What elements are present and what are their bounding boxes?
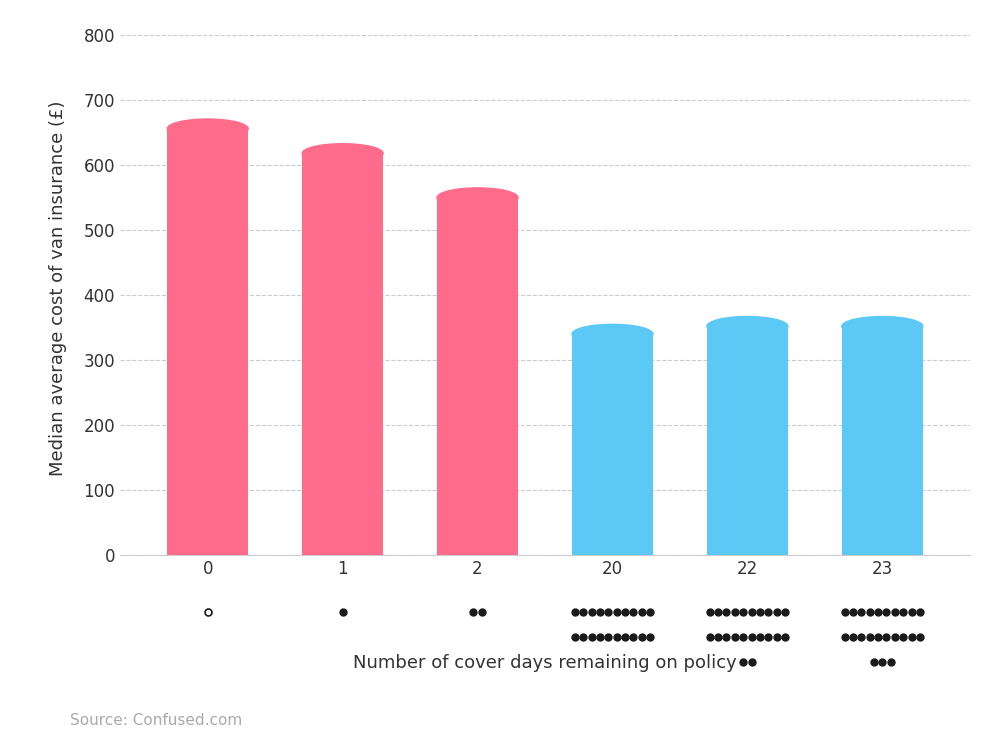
X-axis label: Number of cover days remaining on policy: Number of cover days remaining on policy — [353, 654, 737, 672]
Ellipse shape — [302, 144, 383, 164]
Bar — [302, 153, 383, 555]
Ellipse shape — [437, 188, 518, 207]
Bar — [707, 326, 788, 555]
Bar — [842, 326, 923, 555]
Ellipse shape — [842, 317, 923, 336]
Bar — [572, 334, 653, 555]
Bar — [167, 129, 248, 555]
Ellipse shape — [572, 324, 653, 344]
Bar — [437, 198, 518, 555]
Ellipse shape — [707, 317, 788, 336]
Text: Source: Confused.com: Source: Confused.com — [70, 713, 242, 728]
Y-axis label: Median average cost of van insurance (£): Median average cost of van insurance (£) — [49, 101, 67, 477]
Ellipse shape — [167, 119, 248, 138]
